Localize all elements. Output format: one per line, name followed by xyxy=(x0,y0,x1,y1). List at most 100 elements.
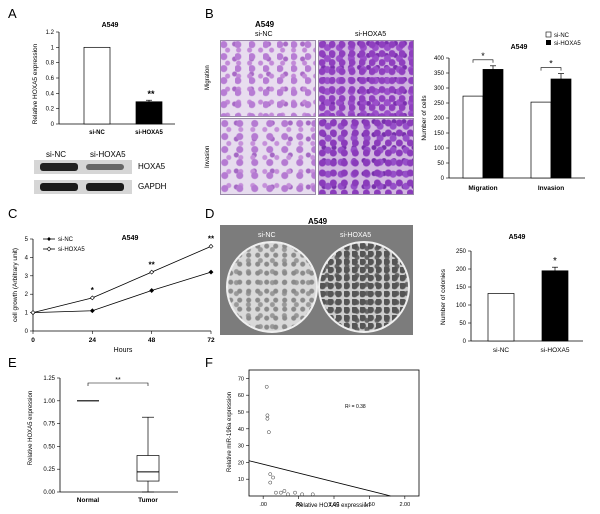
chart-e-y-tick-label: 0.50 xyxy=(43,444,55,450)
chart-c-x-tick-label: 72 xyxy=(207,337,215,344)
chart-f-point xyxy=(268,480,273,485)
chart-d-title: A549 xyxy=(509,234,526,241)
chart-e-significance: ** xyxy=(115,377,121,384)
chart-d-significance: * xyxy=(553,256,557,267)
blot-strip-gapdh xyxy=(34,180,132,194)
chart-f-xlabel: Relative HOXA5 expression xyxy=(296,503,370,509)
chart-c-point-si-hoxa5 xyxy=(30,310,36,316)
chart-c-ylabel: cell growth (Arbitrary unit) xyxy=(12,248,19,322)
legend-marker-sihoxa5 xyxy=(46,246,52,252)
micro-row-migration: Migration xyxy=(205,65,211,90)
lane-label-sihoxa5: si-HOXA5 xyxy=(90,150,126,159)
chart-b-title: A549 xyxy=(511,44,528,51)
chart-c: A549 cell growth (Arbitrary unit) Hours … xyxy=(12,235,215,354)
legend-label-c-sihoxa5: si-HOXA5 xyxy=(58,247,85,253)
colony-dish-sinc xyxy=(226,241,318,333)
chart-b-ylabel: Number of cells xyxy=(421,95,428,141)
chart-f-y-tick-label: 60 xyxy=(238,393,244,399)
panel-letter-d: D xyxy=(205,206,215,221)
blot-strip-hoxa5 xyxy=(34,160,132,174)
chart-c-line-si-nc xyxy=(32,271,212,313)
legend-label-sihoxa5: si-HOXA5 xyxy=(554,41,581,47)
chart-a-bar-si-nc xyxy=(83,46,111,125)
band-sihoxa5-hoxa5 xyxy=(86,164,124,170)
chart-b-x-tick-label: Invasion xyxy=(538,185,564,192)
chart-f-point xyxy=(266,430,271,435)
chart-b-y-tick-label: 400 xyxy=(434,56,445,62)
chart-b-y-tick-label: 100 xyxy=(434,146,445,152)
chart-e-box-tumor xyxy=(136,455,160,482)
chart-d-x-tick-label: si-NC xyxy=(493,347,510,354)
chart-f-point xyxy=(282,489,287,493)
colony-dish-sihoxa5 xyxy=(318,241,410,333)
chart-f-y-tick-label: 30 xyxy=(238,444,244,450)
chart-b-y-tick-label: 50 xyxy=(437,161,444,167)
chart-e-y-tick-label: 0.00 xyxy=(43,490,55,496)
chart-f-point xyxy=(310,492,315,497)
chart-c-x-tick-label: 48 xyxy=(148,337,156,344)
chart-c-y-tick-label: 5 xyxy=(25,237,29,243)
chart-f-point xyxy=(274,490,278,495)
chart-c-line-si-hoxa5 xyxy=(32,245,212,313)
panel-d-title: A549 xyxy=(308,217,328,226)
chart-c-xlabel: Hours xyxy=(114,347,133,354)
chart-c-point-si-nc xyxy=(89,308,95,314)
chart-c-significance: ** xyxy=(149,260,156,269)
chart-e-sig-bracket xyxy=(87,382,149,386)
chart-d-y-tick-label: 50 xyxy=(459,321,466,327)
chart-d-ylabel: Number of colonies xyxy=(440,268,447,325)
chart-e-y-tick-label: 1.25 xyxy=(43,376,55,382)
chart-f-y-tick-label: 10 xyxy=(238,477,244,483)
chart-d-bar-si-nc xyxy=(487,293,515,342)
chart-d-y-tick-label: 0 xyxy=(463,339,467,345)
chart-b-y-tick-label: 350 xyxy=(434,71,445,77)
chart-e-y-tick-label: 0.75 xyxy=(43,422,55,428)
chart-f-x-tick-label: .00 xyxy=(259,502,267,508)
chart-b-bar-migration-si-nc xyxy=(462,95,484,179)
chart-c-point-si-nc xyxy=(208,269,214,275)
chart-f-y-tick-label: 20 xyxy=(238,460,244,466)
chart-f-y-tick-label: 70 xyxy=(238,376,244,382)
chart-f-r2: R² = 0.38 xyxy=(345,404,366,410)
chart-a-y-tick-label: 0 xyxy=(51,122,55,128)
chart-c-y-tick-label: 2 xyxy=(25,292,29,298)
lane-label-sinc: si-NC xyxy=(46,150,66,159)
chart-b-bar-invasion-si-nc xyxy=(530,101,552,179)
chart-f-point xyxy=(265,413,270,418)
chart-a-bar-si-hoxa5 xyxy=(135,101,163,125)
chart-d-bar-si-hoxa5 xyxy=(541,270,569,342)
chart-b-y-tick-label: 300 xyxy=(434,86,445,92)
chart-b-significance: * xyxy=(549,59,553,69)
panel-letter-e: E xyxy=(8,355,17,370)
chart-e-x-tick-label: Tumor xyxy=(138,497,158,504)
chart-f-x-tick-label: .50 xyxy=(295,502,303,508)
chart-a-y-tick-label: 1 xyxy=(51,45,55,51)
chart-b-y-tick-label: 150 xyxy=(434,131,445,137)
micrograph-invasion-sihoxa5 xyxy=(318,118,414,195)
chart-f-x-tick-label: 2.00 xyxy=(399,502,410,508)
chart-b-bar-invasion-si-hoxa5 xyxy=(550,78,572,179)
dish-label-sihoxa5: si-HOXA5 xyxy=(340,232,372,239)
micro-row-invasion: Invasion xyxy=(205,145,211,168)
chart-c-point-si-hoxa5 xyxy=(208,243,214,249)
chart-a-title: A549 xyxy=(102,22,119,29)
chart-a-y-tick-label: 0.2 xyxy=(46,107,55,113)
chart-b-y-tick-label: 0 xyxy=(441,176,445,182)
legend-label-c-sinc: si-NC xyxy=(58,237,74,243)
chart-f-y-tick-label: 40 xyxy=(238,427,244,433)
panel-b-title: A549 xyxy=(255,20,275,29)
chart-c-point-si-hoxa5 xyxy=(149,269,155,275)
chart-e-x-tick-label: Normal xyxy=(77,497,100,504)
chart-b-significance: * xyxy=(481,51,485,61)
micrograph-migration-sihoxa5 xyxy=(318,40,414,117)
band-sinc-gapdh xyxy=(40,183,78,191)
chart-c-significance: * xyxy=(91,286,95,295)
legend-marker-sinc xyxy=(47,237,51,241)
chart-c-point-si-hoxa5 xyxy=(89,295,95,301)
chart-a-y-tick-label: 0.6 xyxy=(46,76,55,82)
chart-f-point xyxy=(293,490,297,495)
chart-c-y-tick-label: 3 xyxy=(25,274,29,280)
chart-f-point xyxy=(286,492,290,497)
chart-c-y-tick-label: 1 xyxy=(25,311,29,317)
chart-f-point xyxy=(268,472,273,477)
